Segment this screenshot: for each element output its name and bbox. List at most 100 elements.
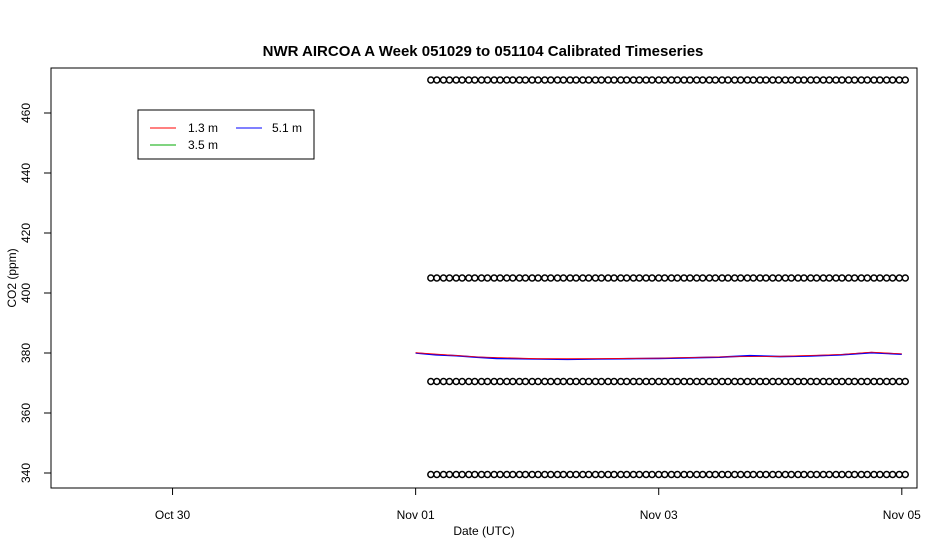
calibration-point — [635, 274, 644, 282]
calibration-point — [850, 76, 859, 84]
y-axis-label: CO2 (ppm) — [5, 248, 19, 307]
calibration-point — [553, 274, 562, 282]
calibration-point — [673, 274, 682, 282]
calibration-point — [838, 470, 846, 479]
calibration-point — [863, 274, 872, 282]
calibration-point — [762, 377, 770, 386]
legend: 1.3 m 3.5 m 5.1 m — [137, 109, 315, 160]
calibration-point — [490, 470, 498, 479]
calibration-point — [692, 76, 701, 84]
calibration-point — [509, 470, 517, 479]
calibration-point — [825, 274, 834, 282]
calibration-point — [616, 274, 625, 282]
calibration-point — [774, 76, 783, 84]
calibration-point — [452, 470, 460, 479]
calibration-point — [749, 470, 758, 479]
calibration-point — [597, 76, 606, 84]
calibration-point — [521, 274, 530, 282]
calibration-point — [521, 76, 530, 84]
x-tick-label: Nov 03 — [640, 508, 678, 522]
calibration-point — [724, 377, 732, 386]
calibration-point — [781, 377, 790, 386]
calibration-point — [635, 470, 644, 479]
calibration-point — [427, 377, 435, 386]
calibration-point — [591, 470, 600, 479]
calibration-point — [832, 274, 840, 282]
calibration-point — [724, 274, 732, 282]
calibration-point — [812, 76, 821, 84]
calibration-point — [736, 274, 745, 282]
calibration-point — [705, 470, 714, 479]
calibration-point — [730, 470, 739, 479]
calibration-point — [534, 274, 542, 282]
calibration-point — [667, 377, 676, 386]
calibration-point — [604, 470, 612, 479]
calibration-point — [705, 377, 714, 386]
legend-label-1-3m: 1.3 m — [188, 121, 218, 135]
calibration-point — [838, 377, 846, 386]
calibration-point — [452, 76, 460, 84]
calibration-point — [895, 76, 904, 84]
calibration-point — [888, 76, 897, 84]
calibration-point — [876, 377, 884, 386]
calibration-point — [705, 76, 714, 84]
calibration-point — [635, 377, 644, 386]
calibration-point — [452, 377, 460, 386]
calibration-point — [686, 377, 694, 386]
calibration-point — [660, 377, 669, 386]
calibration-point — [692, 274, 701, 282]
calibration-point — [832, 377, 840, 386]
calibration-point — [433, 76, 441, 84]
calibration-point — [642, 274, 650, 282]
calibration-point — [819, 470, 828, 479]
calibration-point — [711, 274, 720, 282]
calibration-point — [616, 470, 625, 479]
calibration-point — [825, 377, 834, 386]
calibration-point — [749, 274, 758, 282]
calibration-point — [496, 377, 504, 386]
calibration-point — [622, 470, 631, 479]
chart-title: NWR AIRCOA A Week 051029 to 051104 Calib… — [263, 43, 704, 60]
calibration-point — [534, 377, 542, 386]
calibration-point — [680, 470, 688, 479]
calibration-point — [718, 377, 726, 386]
y-tick-label: 380 — [19, 343, 33, 363]
calibration-point — [901, 274, 910, 282]
calibration-point — [876, 76, 884, 84]
calibration-point — [515, 274, 524, 282]
calibration-point — [888, 470, 897, 479]
calibration-point — [857, 274, 866, 282]
calibration-point — [800, 76, 808, 84]
series-lines — [415, 351, 902, 361]
calibration-point — [686, 76, 694, 84]
calibration-point — [610, 470, 618, 479]
calibration-point — [458, 274, 466, 282]
calibration-point — [591, 377, 600, 386]
calibration-point — [749, 76, 758, 84]
calibration-point — [579, 274, 587, 282]
calibration-point — [857, 470, 866, 479]
calibration-point — [503, 470, 511, 479]
calibration-point — [528, 76, 536, 84]
calibration-point — [604, 76, 612, 84]
calibration-point — [724, 470, 732, 479]
calibration-point — [629, 377, 638, 386]
calibration-point — [483, 76, 492, 84]
calibration-point — [541, 470, 549, 479]
calibration-point — [439, 470, 448, 479]
calibration-point — [629, 274, 638, 282]
calibration-point — [503, 377, 511, 386]
calibration-point — [756, 274, 764, 282]
calibration-point — [870, 274, 878, 282]
calibration-point — [895, 470, 904, 479]
calibration-point — [806, 377, 815, 386]
calibration-point — [496, 76, 504, 84]
calibration-point — [680, 76, 688, 84]
calibration-point — [642, 76, 650, 84]
calibration-point — [579, 470, 587, 479]
calibration-point — [553, 470, 562, 479]
calibration-point — [825, 76, 834, 84]
calibration-point — [680, 377, 688, 386]
calibration-point — [427, 76, 435, 84]
calibration-point — [819, 76, 828, 84]
